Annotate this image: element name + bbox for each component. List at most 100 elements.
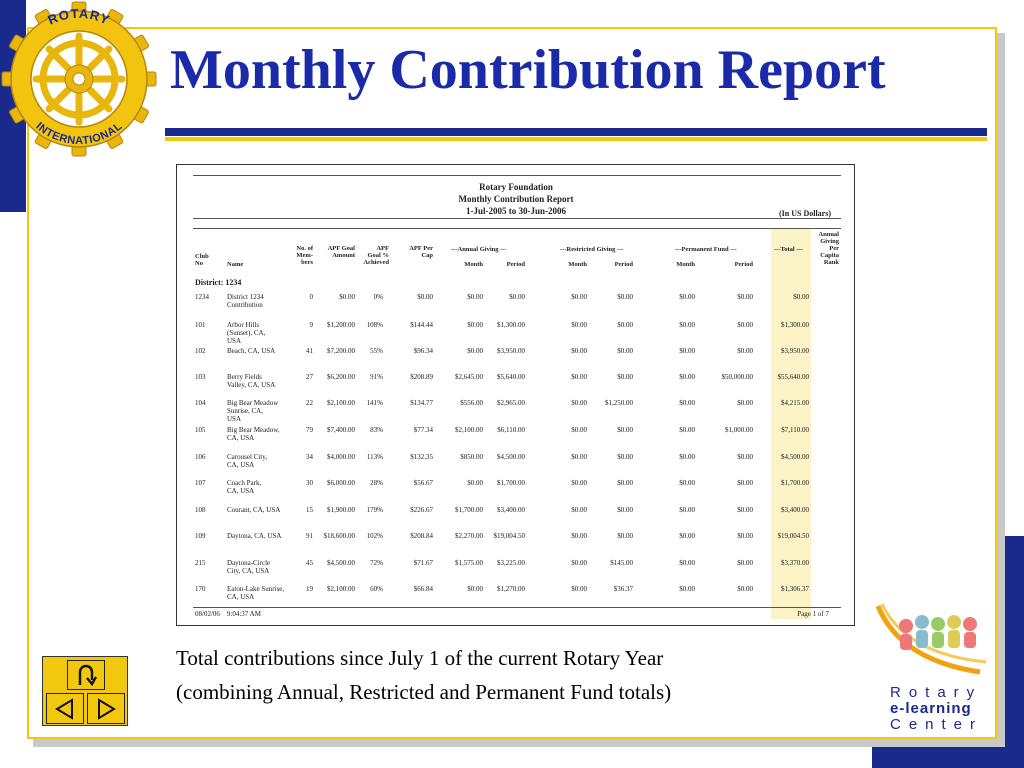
- cell-club-name-line: Carousel City,: [227, 453, 267, 461]
- cell-goal: $7,200.00: [327, 347, 355, 355]
- u-turn-return-icon: [78, 664, 97, 687]
- cell-club-name-line: Valley, CA, USA: [227, 381, 276, 389]
- return-button[interactable]: [67, 660, 105, 690]
- caption: Total contributions since July 1 of the …: [176, 642, 876, 709]
- cell-pp: $0.00: [737, 506, 753, 514]
- report-rule-mid: [193, 218, 841, 219]
- cell-club-name-line: Contribution: [227, 301, 263, 309]
- cell-club-name: Arbor Hills (Sunset), CA, USA: [227, 321, 265, 345]
- next-slide-button[interactable]: [87, 693, 125, 724]
- cell-ap: $1,270.00: [497, 585, 525, 593]
- elearning-people-icon: [875, 603, 987, 675]
- col-header-restricted-period: Period: [614, 261, 633, 268]
- cell-ap: $0.00: [509, 293, 525, 301]
- logo-ring-top: ROTARY: [46, 6, 112, 28]
- page-title: Monthly Contribution Report: [170, 39, 886, 101]
- cell-club-name-line: Berry Fields: [227, 373, 262, 381]
- cell-pm: $0.00: [679, 532, 695, 540]
- previous-slide-button[interactable]: [46, 693, 84, 724]
- cell-members: 34: [306, 453, 313, 461]
- cell-club-name-line: Big Bear Meadow,: [227, 426, 280, 434]
- cell-rm: $0.00: [571, 426, 587, 434]
- col-header-restricted-month: Month: [568, 261, 587, 268]
- col-header-annual-period: Period: [506, 261, 525, 268]
- cell-rm: $0.00: [571, 532, 587, 540]
- cell-ap: $3,225.00: [497, 559, 525, 567]
- report-org: Rotary Foundation: [479, 182, 553, 192]
- cell-members: 9: [309, 321, 314, 329]
- cell-rp: $0.00: [617, 532, 633, 540]
- cell-club-name-line: Big Bear Meadow: [227, 399, 279, 407]
- cell-ap: $4,500.00: [497, 453, 525, 461]
- cell-total: $55,640.00: [777, 373, 810, 381]
- cell-am: $1,700.00: [455, 506, 483, 514]
- cell-rp: $36.37: [613, 585, 633, 593]
- cell-club-name-line: Coach Park,: [227, 479, 262, 487]
- cell-rm: $0.00: [571, 585, 587, 593]
- cell-pp: $0.00: [737, 399, 753, 407]
- cell-am: $0.00: [467, 347, 483, 355]
- cell-am: $2,270.00: [455, 532, 483, 540]
- cell-pp: $0.00: [737, 585, 753, 593]
- cell-club-name-line: USA: [227, 415, 242, 423]
- cell-club-name-line: City, CA, USA: [227, 567, 270, 575]
- cell-club-name-line: Eaton-Lake Sunrise,: [227, 585, 285, 593]
- cell-club-no: 108: [195, 506, 206, 514]
- cell-percap: $144.44: [410, 321, 433, 329]
- cell-pp: $0.00: [737, 559, 753, 567]
- cell-goal: $0.00: [339, 293, 355, 301]
- cell-pct: 108%: [366, 321, 383, 329]
- cell-pct: 72%: [370, 559, 383, 567]
- cell-pct: 141%: [366, 399, 383, 407]
- triangle-left-icon: [55, 697, 73, 720]
- cell-pct: 0%: [373, 293, 383, 301]
- cell-club-name: Daytona-Circle City, CA, USA: [227, 559, 270, 575]
- cell-pct: 28%: [370, 479, 383, 487]
- cell-rp: $0.00: [617, 373, 633, 381]
- cell-percap: $208.89: [410, 373, 433, 381]
- cell-pct: 83%: [370, 426, 383, 434]
- cell-rp: $0.00: [617, 426, 633, 434]
- col-header-goal: APF Goal Amount: [327, 245, 355, 259]
- cell-goal: $2,100.00: [327, 399, 355, 407]
- cell-am: $2,100.00: [455, 426, 483, 434]
- cell-goal: $4,000.00: [327, 453, 355, 461]
- report-footer-page: Page 1 of 7: [797, 610, 829, 618]
- col-header-permanent-month: Month: [676, 261, 695, 268]
- cell-am: $556.00: [460, 399, 483, 407]
- report-name: Monthly Contribution Report: [458, 194, 574, 204]
- cell-pm: $0.00: [679, 585, 695, 593]
- cell-rm: $0.00: [571, 453, 587, 461]
- cell-total: $19,004.50: [777, 532, 810, 540]
- cell-pm: $0.00: [679, 426, 695, 434]
- cell-club-name-line: CA, USA: [227, 593, 255, 601]
- cell-total: $3,400.00: [781, 506, 809, 514]
- cell-club-no: 105: [195, 426, 206, 434]
- cell-pm: $0.00: [679, 321, 695, 329]
- cell-pp: $0.00: [737, 321, 753, 329]
- cell-club-name-line: Beach, CA, USA: [227, 347, 276, 355]
- report-rule-bottom: [193, 607, 841, 608]
- cell-percap: $132.35: [410, 453, 433, 461]
- cell-goal: $2,100.00: [327, 585, 355, 593]
- group-header-total: ---Total ---: [774, 246, 803, 253]
- cell-pct: 55%: [370, 347, 383, 355]
- col-header-permanent-period: Period: [734, 261, 753, 268]
- col-header-annual-month: Month: [464, 261, 483, 268]
- cell-club-name: Big Bear Meadow Sunrise, CA, USA: [227, 399, 278, 423]
- elearning-center-logo: Rotary e-learning Center: [870, 600, 1000, 740]
- cell-am: $850.00: [460, 453, 483, 461]
- cell-members: 22: [306, 399, 313, 407]
- cell-ap: $1,700.00: [497, 479, 525, 487]
- cell-total: $7,110.00: [781, 426, 809, 434]
- cell-pm: $0.00: [679, 559, 695, 567]
- cell-total: $3,370.00: [781, 559, 809, 567]
- cell-pm: $0.00: [679, 453, 695, 461]
- report-image: Rotary Foundation Monthly Contribution R…: [176, 164, 855, 626]
- cell-club-name: Eaton-Lake Sunrise, CA, USA: [227, 585, 284, 601]
- report-footer-timestamp: 08/02/06 9:04:37 AM: [195, 610, 261, 618]
- cell-rm: $0.00: [571, 321, 587, 329]
- cell-pp: $50,000.00: [721, 373, 754, 381]
- cell-am: $0.00: [467, 321, 483, 329]
- cell-ap: $5,640.00: [497, 373, 525, 381]
